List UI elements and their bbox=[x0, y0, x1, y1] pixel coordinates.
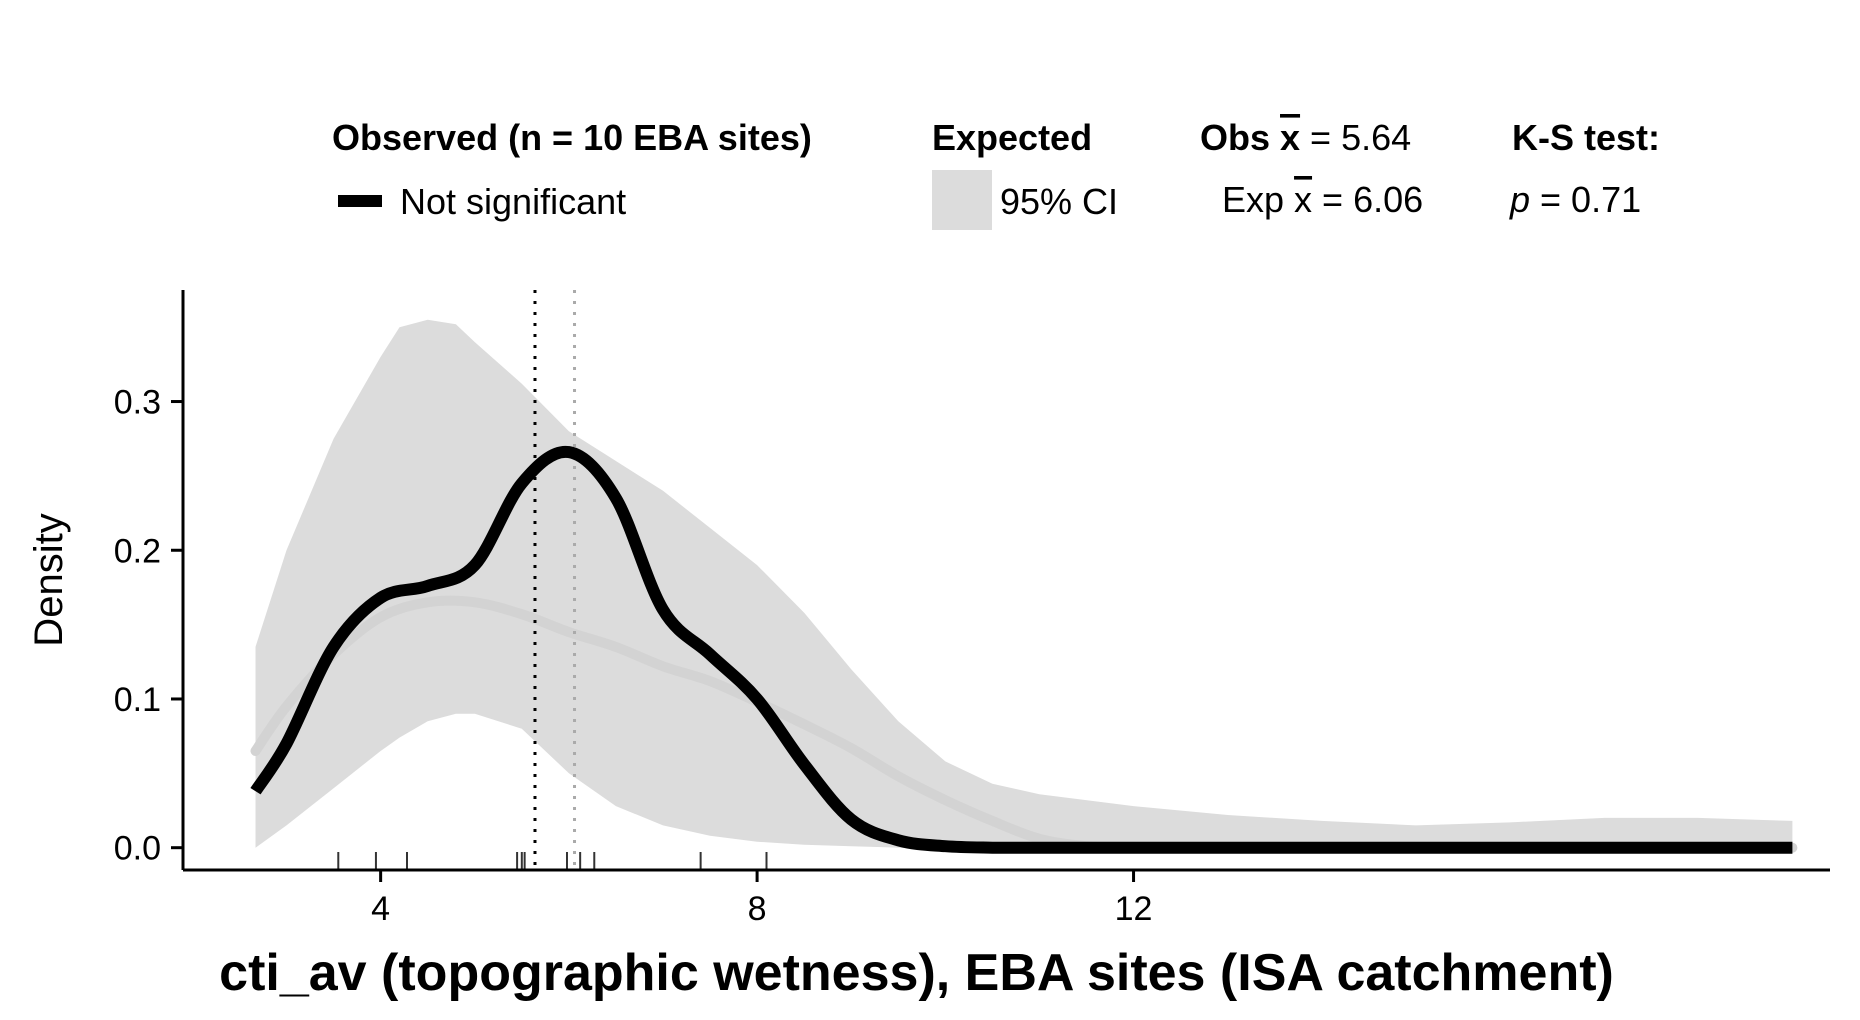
y-tick-label: 0.3 bbox=[114, 384, 161, 422]
legend-ks-p: p = 0.71 bbox=[1509, 179, 1641, 220]
legend-observed-title: Observed (n = 10 EBA sites) bbox=[332, 117, 812, 158]
axes: 0.0 0.1 0.2 0.3 4 8 12 bbox=[114, 290, 1830, 928]
legend: Observed (n = 10 EBA sites) Not signific… bbox=[332, 117, 1660, 230]
legend-ks-title: K-S test: bbox=[1512, 117, 1660, 158]
plot-area bbox=[250, 290, 1798, 870]
legend-ci-item: 95% CI bbox=[1000, 181, 1118, 222]
legend-obs-mean: Obs x = 5.64 bbox=[1200, 117, 1411, 158]
legend-ci-swatch bbox=[932, 170, 992, 230]
x-tick-label: 4 bbox=[371, 890, 390, 928]
exp-mean-xbar: x bbox=[1294, 179, 1312, 220]
y-axis-label: Density bbox=[27, 513, 71, 646]
y-ticks: 0.0 0.1 0.2 0.3 bbox=[114, 384, 183, 868]
y-tick-label: 0.1 bbox=[114, 681, 161, 719]
exp-mean-value: = 6.06 bbox=[1312, 179, 1423, 220]
exp-mean-prefix: Exp bbox=[1222, 179, 1294, 220]
y-tick-label: 0.2 bbox=[114, 532, 161, 570]
legend-exp-mean: Exp x = 6.06 bbox=[1222, 179, 1423, 220]
rug-ticks bbox=[337, 852, 768, 870]
observed-density-line bbox=[250, 445, 1793, 854]
legend-expected-title: Expected bbox=[932, 117, 1092, 158]
ci-band bbox=[255, 319, 1793, 848]
x-ticks: 4 8 12 bbox=[371, 870, 1152, 928]
y-tick-label: 0.0 bbox=[114, 830, 161, 868]
x-tick-label: 12 bbox=[1115, 890, 1153, 928]
obs-mean-value: = 5.64 bbox=[1300, 117, 1411, 158]
ks-p-value: = 0.71 bbox=[1530, 179, 1641, 220]
legend-observed-item: Not significant bbox=[400, 181, 626, 222]
x-tick-label: 8 bbox=[748, 890, 767, 928]
obs-mean-xbar: x bbox=[1280, 117, 1300, 158]
obs-mean-prefix: Obs bbox=[1200, 117, 1280, 158]
x-axis-label: cti_av (topographic wetness), EBA sites … bbox=[219, 944, 1614, 1002]
ks-p-symbol: p bbox=[1509, 179, 1530, 220]
